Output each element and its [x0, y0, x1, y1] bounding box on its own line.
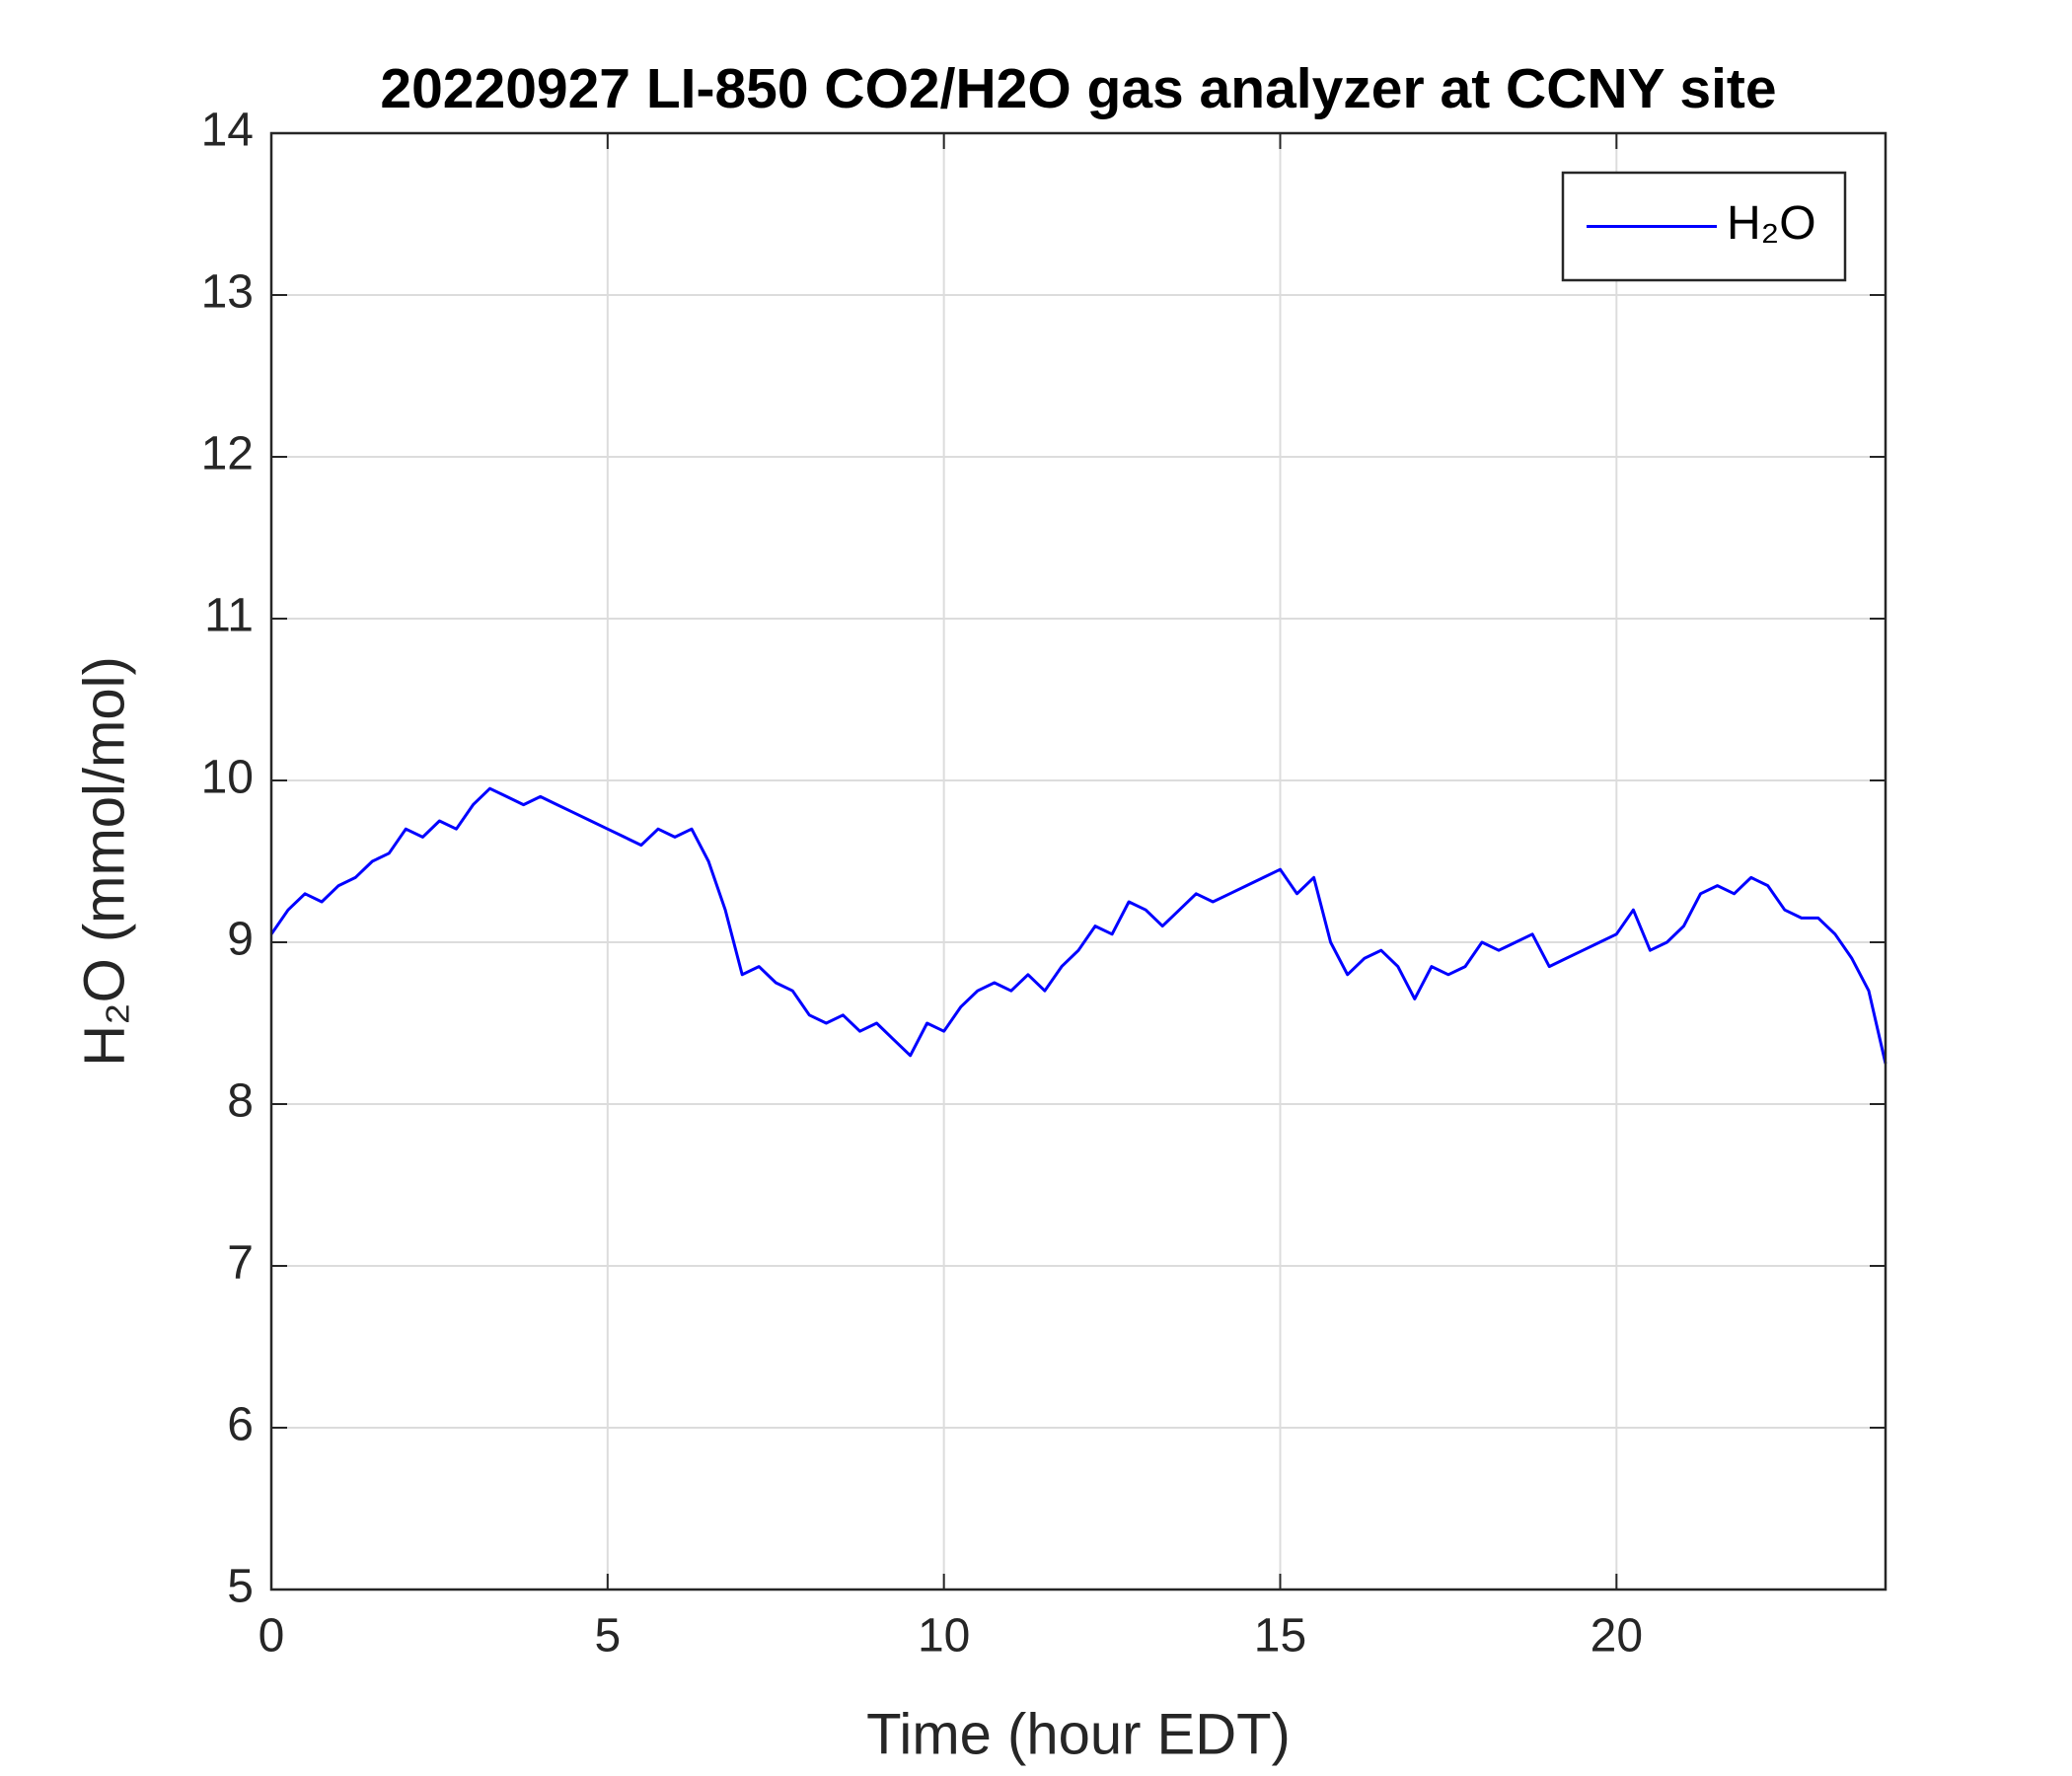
y-tick-label: 10 — [201, 752, 254, 804]
plot-area — [269, 786, 1887, 1065]
y-tick-label: 12 — [201, 428, 254, 481]
x-tick-label: 10 — [918, 1610, 970, 1663]
x-tick-label: 5 — [594, 1610, 621, 1663]
y-tick-label: 7 — [227, 1237, 254, 1290]
x-axis-label: Time (hour EDT) — [866, 1702, 1291, 1766]
y-tick-label: 11 — [204, 590, 254, 642]
x-tick-label: 20 — [1591, 1610, 1643, 1663]
y-tick-label: 6 — [227, 1399, 254, 1451]
chart-title: 20220927 LI-850 CO2/H2O gas analyzer at … — [380, 57, 1776, 120]
y-tick-label: 14 — [201, 105, 254, 157]
y-tick-label: 9 — [227, 914, 254, 966]
axes-box — [269, 131, 1887, 1591]
legend-label: H₂O — [1727, 197, 1816, 250]
data-line — [269, 786, 1887, 1065]
x-tick-label: 0 — [259, 1610, 285, 1663]
y-tick-label: 5 — [227, 1561, 254, 1613]
y-tick-label: 13 — [201, 266, 254, 319]
y-tick-label: 8 — [227, 1075, 254, 1128]
y-axis-label: H₂O (mmol/mol) — [72, 656, 136, 1067]
legend: H₂O — [1561, 171, 1847, 282]
x-tick-label: 15 — [1254, 1610, 1306, 1663]
